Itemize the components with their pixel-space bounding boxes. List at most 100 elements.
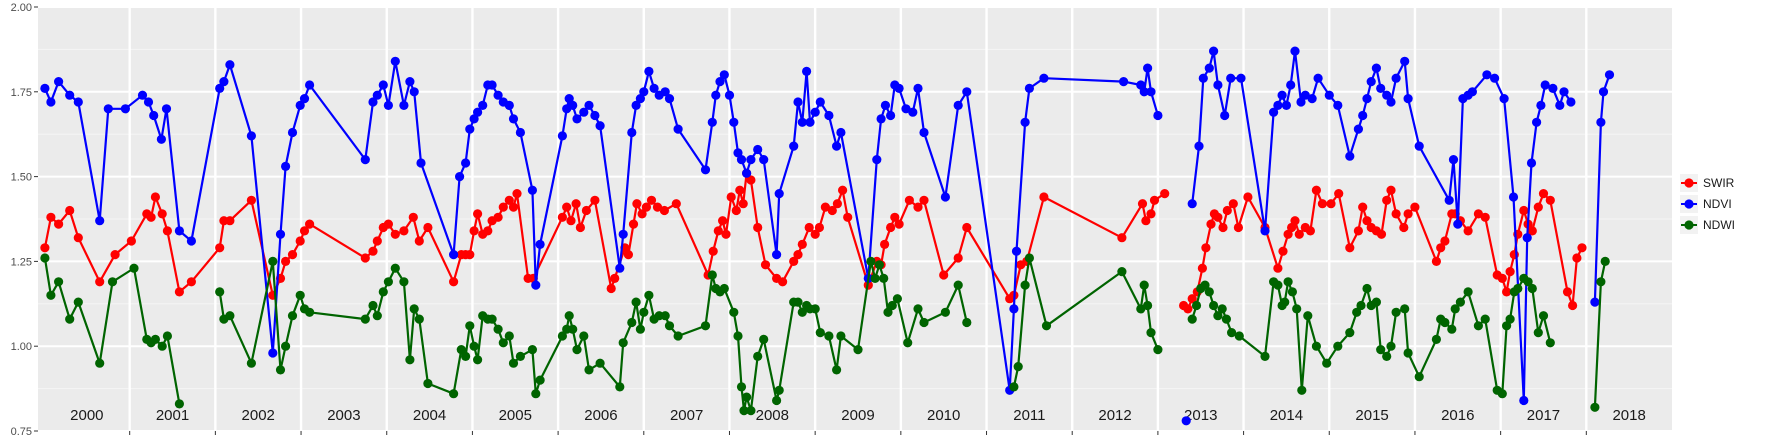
- legend-label-swir: SWIR: [1703, 176, 1735, 190]
- point-ndwi: [874, 260, 885, 270]
- year-label: 2015: [1355, 407, 1388, 424]
- point-ndvi: [1213, 80, 1223, 90]
- point-swir: [731, 205, 741, 216]
- point-ndwi: [853, 345, 863, 355]
- point-ndwi: [903, 338, 913, 348]
- y-tick-label: 2.00: [11, 2, 32, 14]
- point-swir: [1386, 185, 1396, 195]
- point-ndvi: [1333, 100, 1343, 110]
- point-swir: [1146, 209, 1156, 219]
- point-swir: [1382, 195, 1392, 205]
- point-swir: [760, 260, 771, 270]
- point-ndvi: [802, 66, 812, 76]
- point-ndvi: [772, 250, 782, 260]
- point-swir: [623, 250, 634, 260]
- point-ndwi: [673, 331, 683, 341]
- point-ndwi: [508, 358, 519, 368]
- point-ndwi: [707, 270, 717, 280]
- legend-item-swir: SWIR: [1680, 174, 1735, 192]
- y-axis: 0.75 1.00 1.25 1.50 1.75 2.00: [11, 2, 38, 438]
- point-swir: [1572, 253, 1582, 263]
- point-ndwi: [631, 297, 641, 307]
- point-swir: [1436, 243, 1446, 253]
- point-swir: [962, 222, 972, 233]
- point-ndwi: [1117, 267, 1127, 277]
- point-swir: [1117, 233, 1127, 243]
- point-swir: [1290, 216, 1300, 226]
- point-ndvi: [1300, 90, 1310, 100]
- point-ndvi: [1386, 97, 1396, 107]
- point-ndwi: [40, 253, 50, 263]
- point-ndvi: [572, 114, 582, 124]
- point-ndwi: [742, 392, 752, 402]
- point-ndwi: [531, 389, 541, 399]
- point-ndwi: [639, 307, 649, 317]
- year-label: 2010: [927, 407, 960, 424]
- point-ndwi: [1322, 358, 1332, 368]
- point-ndvi: [1136, 80, 1146, 90]
- point-ndvi: [268, 348, 278, 358]
- point-ndwi: [660, 311, 670, 321]
- point-swir: [1410, 202, 1420, 212]
- point-ndwi: [473, 355, 483, 365]
- point-ndvi: [742, 168, 752, 178]
- point-ndvi: [880, 100, 891, 110]
- series-ndvi: [40, 46, 1615, 426]
- point-swir: [1533, 202, 1543, 212]
- point-swir: [390, 229, 400, 239]
- point-ndwi: [383, 277, 393, 287]
- point-ndvi: [120, 104, 130, 114]
- point-ndwi: [962, 317, 972, 328]
- point-ndwi: [1136, 304, 1146, 314]
- point-swir: [827, 205, 837, 216]
- point-swir: [571, 199, 581, 209]
- point-swir: [287, 250, 298, 260]
- point-ndwi: [1217, 304, 1227, 314]
- point-ndwi: [1590, 402, 1600, 412]
- point-swir: [372, 236, 382, 246]
- x-axis: [129, 431, 1587, 435]
- point-ndwi: [390, 263, 400, 273]
- point-swir: [110, 250, 120, 260]
- point-ndwi: [287, 311, 298, 321]
- point-swir: [886, 222, 896, 233]
- point-swir: [1218, 222, 1228, 233]
- point-swir: [1273, 263, 1283, 273]
- point-ndvi: [631, 100, 641, 110]
- point-ndwi: [493, 324, 503, 334]
- point-swir: [904, 195, 915, 205]
- point-ndwi: [456, 345, 466, 355]
- year-label: 2004: [413, 407, 446, 424]
- point-ndwi: [759, 334, 769, 344]
- point-swir: [1568, 300, 1578, 311]
- point-swir: [1403, 209, 1413, 219]
- point-swir: [562, 202, 572, 212]
- series-line-ndvi: [1593, 74, 1611, 303]
- point-ndvi: [103, 104, 113, 114]
- point-ndwi: [504, 331, 514, 341]
- point-ndwi: [1209, 300, 1219, 311]
- point-ndwi: [1376, 345, 1386, 355]
- point-ndvi: [1194, 141, 1204, 151]
- point-ndvi: [1307, 94, 1317, 104]
- point-swir: [566, 216, 576, 226]
- point-ndvi: [1414, 141, 1424, 151]
- point-ndvi: [759, 155, 769, 165]
- point-ndvi: [65, 90, 75, 100]
- point-ndwi: [1513, 283, 1523, 294]
- year-label: 2014: [1270, 407, 1303, 424]
- point-ndvi: [1555, 100, 1565, 110]
- point-ndvi: [1536, 100, 1546, 110]
- point-ndvi: [584, 100, 594, 110]
- point-ndwi: [1234, 331, 1244, 341]
- point-swir: [843, 212, 853, 222]
- point-swir: [1206, 219, 1216, 229]
- point-swir: [1187, 294, 1197, 304]
- point-swir: [1399, 222, 1409, 233]
- year-label: 2017: [1527, 407, 1560, 424]
- point-swir: [1039, 192, 1049, 202]
- point-swir: [360, 253, 370, 263]
- point-ndvi: [1358, 110, 1368, 121]
- point-swir: [939, 270, 949, 280]
- point-ndvi: [824, 110, 834, 121]
